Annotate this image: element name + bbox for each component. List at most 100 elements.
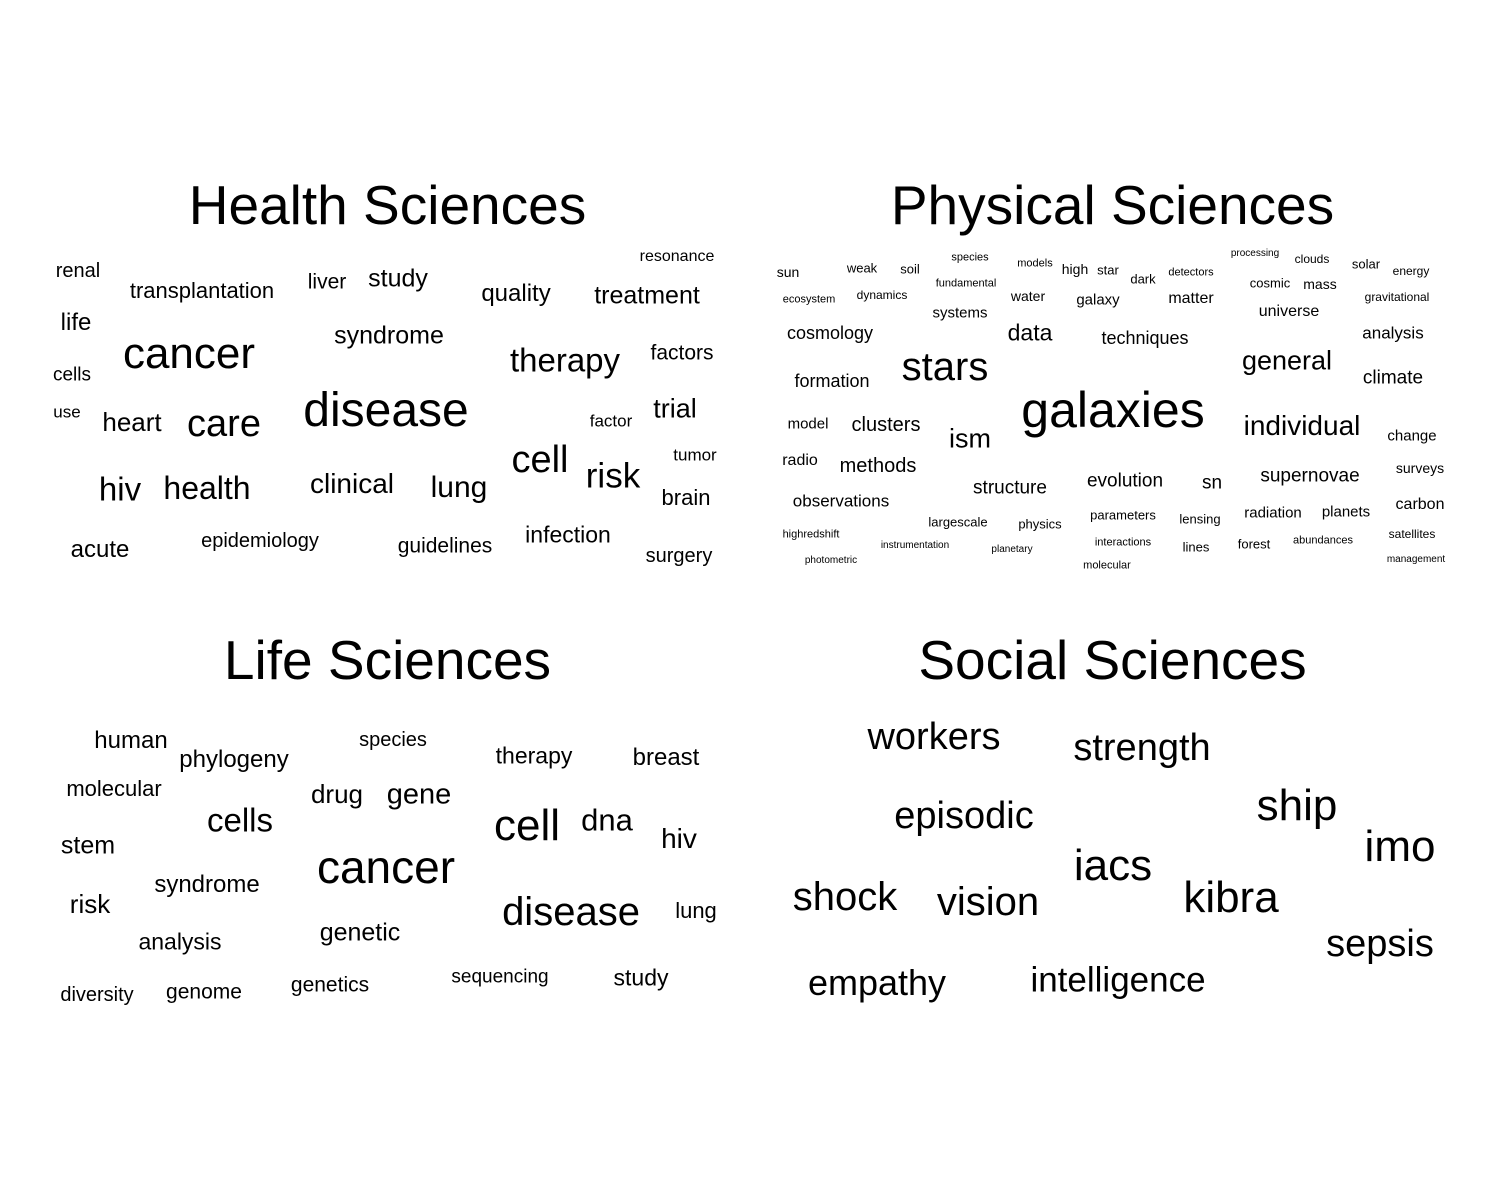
word-life: life: [60, 309, 92, 336]
word-largescale: largescale: [928, 514, 988, 530]
word-surveys: surveys: [1395, 460, 1445, 476]
word-abundances: abundances: [1293, 534, 1353, 547]
word-cells: cells: [206, 801, 274, 839]
word-human: human: [94, 727, 168, 754]
word-quality: quality: [481, 280, 551, 307]
word-species: species: [359, 729, 427, 751]
word-highredshift: highredshift: [782, 528, 840, 541]
word-molecular: molecular: [1083, 559, 1131, 572]
word-brain: brain: [661, 485, 711, 510]
word-climate: climate: [1362, 367, 1424, 389]
word-cloud: workers strength ship episodic imo iacs shock v…: [745, 630, 1480, 1030]
word-planets: planets: [1321, 503, 1371, 521]
word-guidelines: guidelines: [397, 534, 493, 558]
word-ship: ship: [1256, 781, 1338, 830]
word-individual: individual: [1243, 410, 1361, 441]
word-hiv: hiv: [98, 470, 142, 508]
word-carbon: carbon: [1395, 496, 1445, 513]
word-therapy: therapy: [509, 341, 621, 379]
word-methods: methods: [839, 455, 917, 477]
word-genetic: genetic: [319, 918, 401, 947]
panel-title: Health Sciences: [188, 174, 587, 236]
panel-life-sciences: Life Sciences human phylogeny species thera…: [20, 630, 755, 1030]
word-physics: physics: [1018, 516, 1062, 532]
word-formation: formation: [794, 371, 870, 391]
word-infection: infection: [525, 521, 611, 548]
word-syndrome: syndrome: [334, 321, 444, 350]
word-hiv: hiv: [661, 823, 697, 854]
word-diversity: diversity: [60, 984, 134, 1006]
word-radiation: radiation: [1244, 504, 1302, 522]
word-cell: cell: [493, 801, 561, 850]
word-detectors: detectors: [1168, 266, 1214, 279]
word-study: study: [613, 964, 669, 991]
word-phylogeny: phylogeny: [179, 746, 289, 773]
word-molecular: molecular: [66, 776, 162, 801]
word-stars: stars: [901, 345, 989, 389]
word-shock: shock: [792, 875, 898, 919]
word-imo: imo: [1364, 822, 1436, 871]
word-photometric: photometric: [804, 555, 858, 566]
word-care: care: [187, 403, 261, 445]
word-gene: gene: [386, 778, 452, 811]
word-treatment: treatment: [594, 281, 700, 310]
word-model: model: [787, 415, 829, 433]
word-sn: sn: [1201, 472, 1223, 494]
word-parameters: parameters: [1090, 507, 1156, 523]
panel-title: Social Sciences: [918, 629, 1307, 691]
word-episodic: episodic: [894, 795, 1034, 837]
word-clinical: clinical: [309, 468, 395, 499]
word-transplantation: transplantation: [129, 278, 275, 303]
word-analysis: analysis: [138, 928, 222, 955]
panel-physical-sciences: Physical Sciences sun weak soil species mode…: [745, 175, 1480, 595]
word-forest: forest: [1237, 536, 1271, 552]
word-liver: liver: [307, 270, 347, 294]
word-factors: factors: [650, 341, 714, 365]
word-tumor: tumor: [673, 445, 717, 465]
word-genome: genome: [166, 980, 242, 1004]
panel-title: Physical Sciences: [890, 174, 1335, 236]
word-gravitational: gravitational: [1364, 290, 1430, 304]
word-cell: cell: [511, 439, 569, 481]
word-empathy: empathy: [807, 962, 947, 1003]
word-syndrome: syndrome: [154, 871, 260, 898]
word-observations: observations: [792, 491, 890, 511]
word-general: general: [1241, 345, 1333, 376]
word-weak: weak: [846, 260, 878, 276]
word-lines: lines: [1182, 539, 1210, 555]
word-intelligence: intelligence: [1030, 960, 1206, 1000]
word-management: management: [1386, 554, 1446, 565]
word-cancer: cancer: [316, 841, 456, 893]
word-cancer: cancer: [122, 329, 256, 378]
word-change: change: [1387, 427, 1437, 445]
word-interactions: interactions: [1094, 536, 1152, 549]
word-processing: processing: [1230, 248, 1280, 259]
word-resonance: resonance: [639, 248, 715, 265]
word-soil: soil: [900, 261, 920, 277]
word-structure: structure: [973, 477, 1047, 499]
word-dynamics: dynamics: [856, 288, 908, 302]
word-sequencing: sequencing: [451, 966, 549, 988]
word-ism: ism: [949, 423, 991, 454]
word-cosmic: cosmic: [1249, 275, 1291, 291]
panel-social-sciences: Social Sciences workers strength ship episo…: [745, 630, 1480, 1030]
word-systems: systems: [932, 304, 988, 322]
word-sun: sun: [776, 264, 800, 280]
word-water: water: [1010, 288, 1046, 304]
word-mass: mass: [1303, 276, 1337, 292]
word-heart: heart: [102, 407, 162, 437]
word-health: health: [163, 470, 251, 506]
word-matter: matter: [1168, 290, 1214, 307]
word-models: models: [1017, 257, 1053, 270]
word-breast: breast: [632, 744, 700, 771]
word-star: star: [1097, 262, 1119, 278]
word-kibra: kibra: [1183, 873, 1279, 922]
word-surgery: surgery: [645, 545, 713, 567]
word-lensing: lensing: [1179, 511, 1221, 527]
word-radio: radio: [782, 452, 818, 469]
word-factor: factor: [589, 411, 633, 431]
word-galaxy: galaxy: [1076, 291, 1120, 309]
word-high: high: [1061, 261, 1089, 277]
word-cosmology: cosmology: [786, 323, 874, 343]
word-evolution: evolution: [1086, 470, 1164, 492]
